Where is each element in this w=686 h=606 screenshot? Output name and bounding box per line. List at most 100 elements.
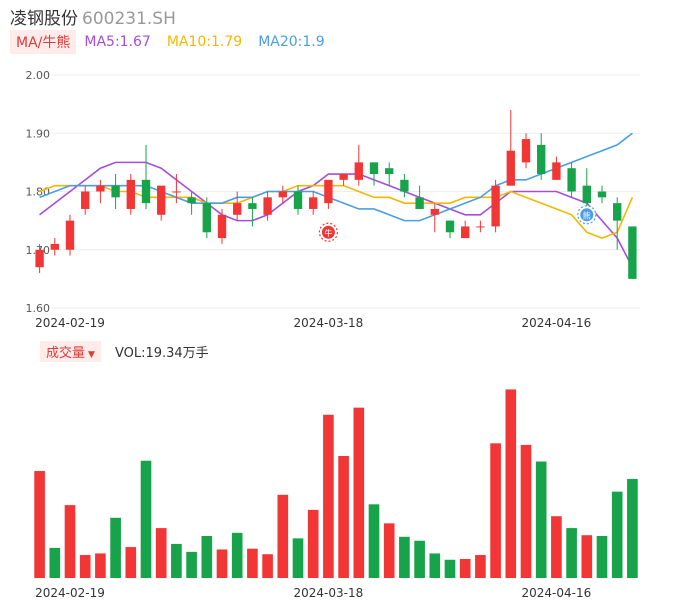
candle [202,197,211,239]
volume-bar [353,407,365,578]
candle-body [96,185,105,192]
candle-body [65,220,75,250]
candle [582,168,591,209]
candle [50,238,59,256]
candle-body [339,174,348,180]
stock-title: 凌钢股份 600231.SH [10,4,176,29]
candle [96,179,105,204]
y-tick-label: 2.00 [26,69,51,82]
volume-bar [277,494,289,578]
candle [613,197,622,250]
volume-bar [566,528,577,578]
volume-bar [520,444,532,578]
candle-body [537,144,546,175]
candle [445,220,455,239]
candle [187,191,196,215]
candle [567,162,576,198]
candle-body [217,214,227,239]
candle [552,156,561,180]
signal-markers: 牛熊 [318,205,597,242]
volume-bar [79,555,91,578]
candle [309,191,318,215]
x-tick-label: 2024-04-16 [522,586,592,600]
candle-body [506,150,515,186]
volume-bar [596,536,608,578]
candle-body [369,162,379,175]
candle-body [81,191,90,209]
candle [217,208,227,244]
candle-body [613,203,622,221]
candle [111,174,120,209]
candle-body [415,197,424,209]
volume-tag-label: 成交量 [46,345,86,361]
volume-bar [307,509,319,578]
stock-code: 600231.SH [82,9,176,29]
candle [172,174,181,204]
candle-body [582,185,591,204]
signal-badge [321,225,335,239]
ma5-legend: MA5:1.67 [84,34,151,50]
candle-body [309,197,318,209]
candle-body [628,226,637,279]
candle [354,144,363,186]
volume-bar [292,538,304,578]
ma10-legend: MA10:1.79 [166,34,243,50]
candle-body [461,226,470,239]
candle [339,174,348,186]
candle [506,109,515,186]
candle [141,144,151,209]
candle-body [354,162,363,180]
signal-label: 牛 [324,228,332,238]
candle-body [233,203,242,215]
volume-indicator-selector[interactable]: 成交量 ▼ [40,340,101,362]
volume-bar [338,455,349,578]
volume-bar [535,461,547,578]
x-tick-label: 2024-04-16 [522,316,592,330]
candle [369,162,379,186]
volume-bar [216,549,228,578]
x-tick-label: 2024-03-18 [294,316,364,330]
candle [278,185,287,204]
candle-body [293,191,303,209]
candle-body [202,203,211,233]
candle-body [157,185,166,215]
candle-body [521,139,531,163]
candle-body [111,185,120,198]
ma-indicator-selector[interactable]: MA/牛熊 [10,30,77,54]
candle [597,185,607,204]
volume-bar [186,551,197,578]
volume-bar [247,548,258,578]
candle-body [567,168,576,192]
candle [415,185,424,209]
signal-label: 熊 [583,210,591,220]
candle-body [263,197,272,215]
volume-bar [368,504,380,578]
y-tick-label: 1.60 [26,302,51,315]
volume-bar [399,536,410,578]
candle-body [172,191,181,193]
candle [385,162,394,186]
volume-bar [140,460,152,578]
ma10-line [39,184,634,239]
ma20-line [39,132,633,222]
price-y-axis: 1.601.701.801.902.00 [26,69,51,315]
volume-bar [627,478,638,578]
candle-body [430,208,439,215]
volume-bar [231,532,243,578]
candle [263,191,272,221]
volume-bar [383,523,395,578]
candle [157,185,166,221]
volume-legend: 成交量 ▼ VOL:19.34万手 [40,340,209,362]
candle [233,191,242,221]
candle-body [141,179,151,204]
volume-bar [64,505,76,578]
candle-body [35,249,44,268]
volume-bar [551,516,562,578]
candle-body [476,226,485,228]
stock-name: 凌钢股份 [10,9,78,29]
candle [293,185,303,215]
volume-bar [125,547,137,578]
signal-badge [580,208,594,222]
candle [400,174,409,198]
